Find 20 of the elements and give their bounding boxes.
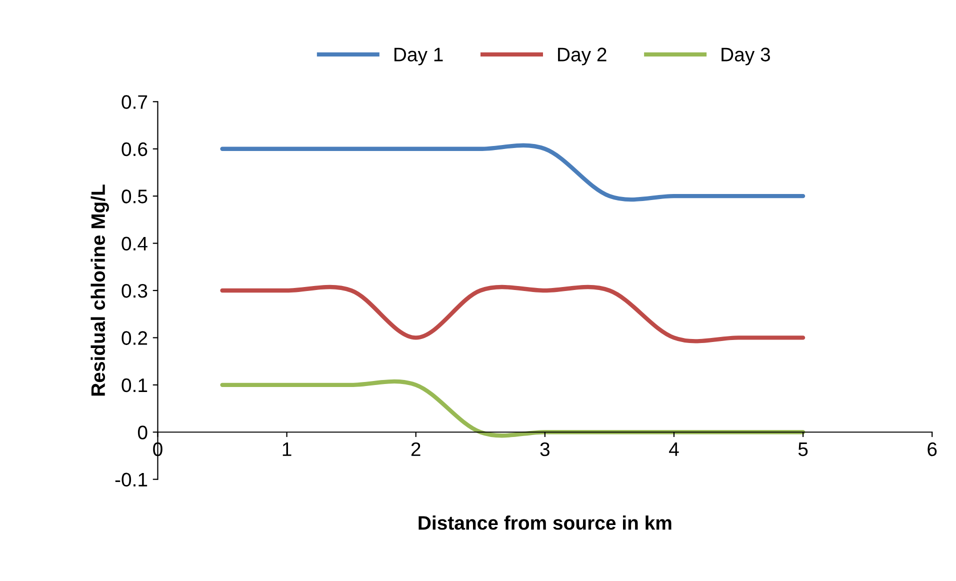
y-axis-title: Residual chlorine Mg/L (90, 184, 109, 396)
x-tick-label: 4 (669, 442, 679, 456)
x-axis-title: Distance from source in km (418, 516, 672, 530)
x-tick-label: 2 (411, 442, 420, 456)
legend-label: Day 1 (394, 48, 443, 66)
x-tick-label: 5 (798, 442, 808, 456)
y-tick-label: 0.1 (122, 378, 148, 392)
x-tick-label: 1 (282, 442, 292, 456)
y-tick-label: 0.5 (122, 190, 148, 204)
legend-label: Day 2 (558, 48, 606, 66)
x-tick-label: 3 (540, 442, 550, 456)
y-tick-label: 0 (138, 426, 148, 440)
y-tick-label: 0.4 (122, 236, 148, 251)
x-tick-label: 6 (928, 442, 937, 456)
y-tick-label: 0.6 (122, 142, 148, 156)
y-tick-label: -0.1 (115, 472, 148, 487)
y-tick-label: 0.3 (122, 284, 148, 298)
y-tick-label: 0.2 (122, 331, 148, 345)
y-tick-label: 0.7 (122, 95, 148, 109)
legend-label: Day 3 (722, 48, 770, 66)
